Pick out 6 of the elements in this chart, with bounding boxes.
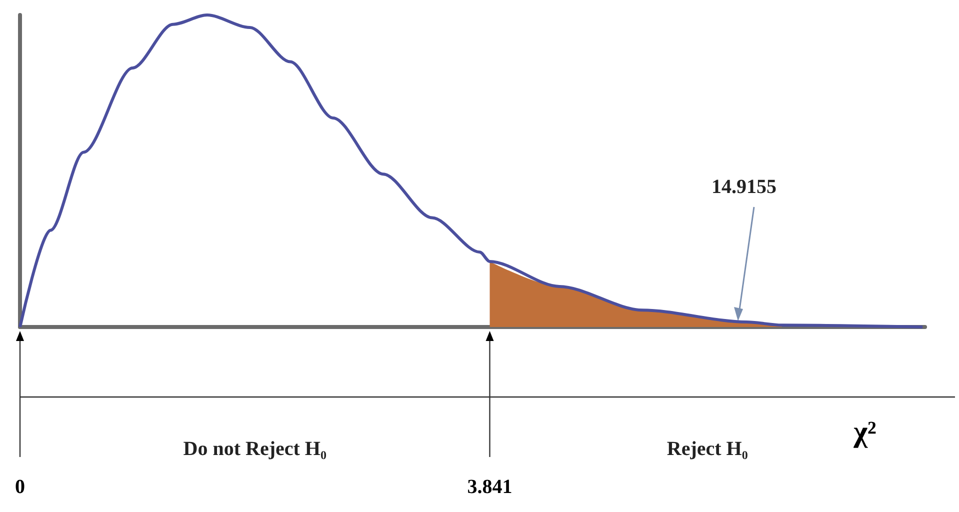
x-axis-title: χ² xyxy=(852,416,876,448)
text: Do not Reject H₀ xyxy=(183,438,326,460)
text: Reject H₀ xyxy=(666,438,748,460)
x-tick-label: 0 xyxy=(15,476,25,498)
annotation: 14.9155 xyxy=(712,176,776,198)
x-tick-label: 3.841 xyxy=(467,476,512,498)
